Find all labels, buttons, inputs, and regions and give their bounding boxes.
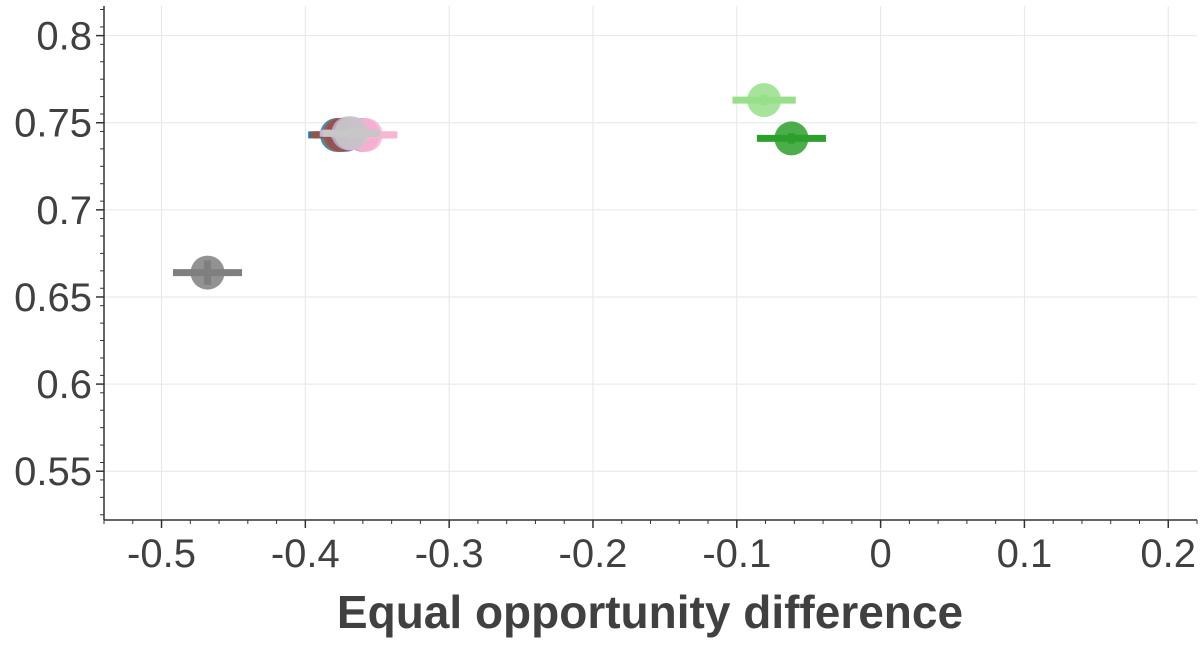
- x-tick-label: -0.1: [702, 532, 771, 576]
- x-tick-label: 0.2: [1140, 532, 1196, 576]
- x-tick-label: -0.5: [127, 532, 196, 576]
- y-tick-label: 0.75: [14, 102, 92, 146]
- y-tick-label: 0.7: [36, 189, 92, 233]
- data-point-group: [173, 255, 243, 290]
- y-tick-label: 0.8: [36, 15, 92, 59]
- data-point-group: [756, 121, 826, 156]
- data-marks: [173, 83, 826, 290]
- x-tick-label: 0.1: [997, 532, 1053, 576]
- x-axis-title: Equal opportunity difference: [337, 586, 963, 638]
- y-tick-label: 0.55: [14, 450, 92, 494]
- data-point-group: [732, 83, 796, 118]
- y-tick-label: 0.65: [14, 276, 92, 320]
- data-point-group: [322, 116, 381, 151]
- x-tick-label: -0.3: [415, 532, 484, 576]
- y-tick-label: 0.6: [36, 363, 92, 407]
- x-tick-label: -0.4: [271, 532, 340, 576]
- x-tick-label: -0.2: [559, 532, 628, 576]
- axes: [103, 6, 1197, 521]
- grid: [104, 6, 1197, 520]
- ticks: -0.5 -0.4 -0.3 -0.2 -0.1 0 0.1 0.2 0.55 0.6 0.65 0.…: [14, 8, 1198, 576]
- x-tick-label: 0: [869, 532, 891, 576]
